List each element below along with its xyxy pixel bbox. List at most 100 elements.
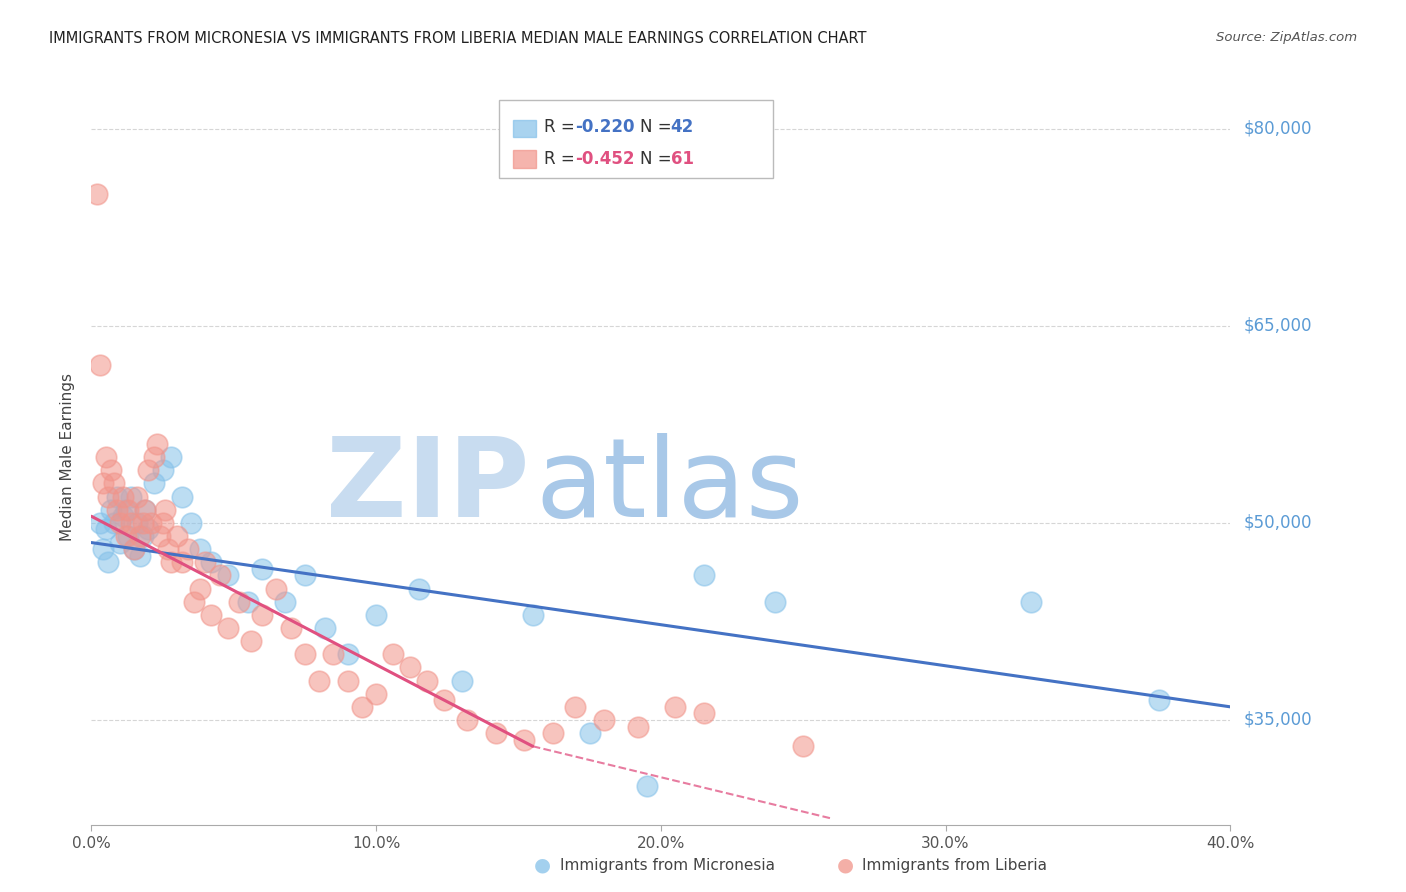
Text: Source: ZipAtlas.com: Source: ZipAtlas.com: [1216, 31, 1357, 45]
Point: [364, 607, 387, 622]
Text: -0.220: -0.220: [575, 118, 634, 136]
Point: [172, 555, 194, 569]
Point: [763, 595, 786, 609]
Point: [172, 490, 194, 504]
Point: [364, 687, 387, 701]
Point: [117, 529, 139, 543]
Point: [131, 529, 153, 543]
Point: [485, 726, 508, 740]
Point: [692, 568, 714, 582]
Point: [408, 582, 430, 596]
Point: [450, 673, 472, 688]
Point: [86, 187, 108, 202]
Text: ZIP: ZIP: [326, 434, 530, 540]
Point: [160, 555, 183, 569]
Point: [294, 647, 316, 661]
Point: [513, 732, 536, 747]
Point: [97, 555, 120, 569]
Point: [143, 476, 166, 491]
Point: [125, 516, 148, 530]
Point: [105, 490, 128, 504]
Point: [103, 516, 125, 530]
Point: [149, 529, 172, 543]
Point: [250, 562, 273, 576]
Point: [89, 358, 111, 372]
Point: [627, 720, 650, 734]
Point: [128, 529, 150, 543]
Point: [217, 568, 239, 582]
Point: [125, 490, 148, 504]
Point: [692, 706, 714, 721]
Point: [294, 568, 316, 582]
Point: [350, 699, 373, 714]
Text: N =: N =: [640, 118, 676, 136]
Point: [200, 607, 222, 622]
Point: [236, 595, 259, 609]
Point: [322, 647, 344, 661]
Point: [1019, 595, 1042, 609]
Text: 61: 61: [671, 150, 693, 168]
Point: [97, 490, 120, 504]
Point: [1147, 693, 1170, 707]
Point: [636, 779, 658, 793]
Point: [157, 542, 180, 557]
Text: 42: 42: [671, 118, 695, 136]
Point: [180, 516, 202, 530]
Point: [91, 542, 114, 557]
Point: [308, 673, 330, 688]
Text: -0.452: -0.452: [575, 150, 634, 168]
Point: [100, 502, 122, 516]
Point: [108, 535, 131, 549]
Point: [664, 699, 686, 714]
Point: [146, 437, 169, 451]
Text: Immigrants from Micronesia: Immigrants from Micronesia: [560, 858, 775, 872]
Point: [108, 516, 131, 530]
Point: [382, 647, 405, 661]
Point: [217, 621, 239, 635]
Point: [792, 739, 814, 754]
Text: R =: R =: [544, 118, 581, 136]
Point: [183, 595, 205, 609]
Point: [208, 568, 231, 582]
Point: [188, 542, 211, 557]
Point: [114, 502, 136, 516]
Text: $50,000: $50,000: [1244, 514, 1312, 532]
Point: [177, 542, 200, 557]
Point: [593, 713, 616, 727]
Point: [122, 542, 145, 557]
Point: [143, 450, 166, 465]
Point: [138, 463, 160, 477]
Text: ●: ●: [534, 855, 551, 875]
Point: [138, 523, 160, 537]
Point: [274, 595, 297, 609]
Point: [433, 693, 456, 707]
Point: [399, 660, 422, 674]
Y-axis label: Median Male Earnings: Median Male Earnings: [60, 373, 76, 541]
Point: [141, 516, 163, 530]
Text: $65,000: $65,000: [1244, 317, 1312, 334]
Point: [280, 621, 302, 635]
Text: atlas: atlas: [536, 434, 804, 540]
Text: Immigrants from Liberia: Immigrants from Liberia: [862, 858, 1047, 872]
Point: [336, 647, 359, 661]
Point: [120, 516, 142, 530]
Point: [314, 621, 336, 635]
Point: [188, 582, 211, 596]
Point: [266, 582, 288, 596]
Point: [94, 523, 117, 537]
Point: [416, 673, 439, 688]
Point: [105, 502, 128, 516]
Text: $35,000: $35,000: [1244, 711, 1313, 729]
Text: $80,000: $80,000: [1244, 120, 1312, 137]
Point: [522, 607, 544, 622]
Text: N =: N =: [640, 150, 676, 168]
Point: [160, 450, 183, 465]
Point: [103, 476, 125, 491]
Point: [128, 549, 150, 563]
Point: [152, 516, 174, 530]
Point: [117, 502, 139, 516]
Point: [228, 595, 250, 609]
Point: [564, 699, 586, 714]
Point: [120, 490, 142, 504]
Point: [111, 490, 134, 504]
